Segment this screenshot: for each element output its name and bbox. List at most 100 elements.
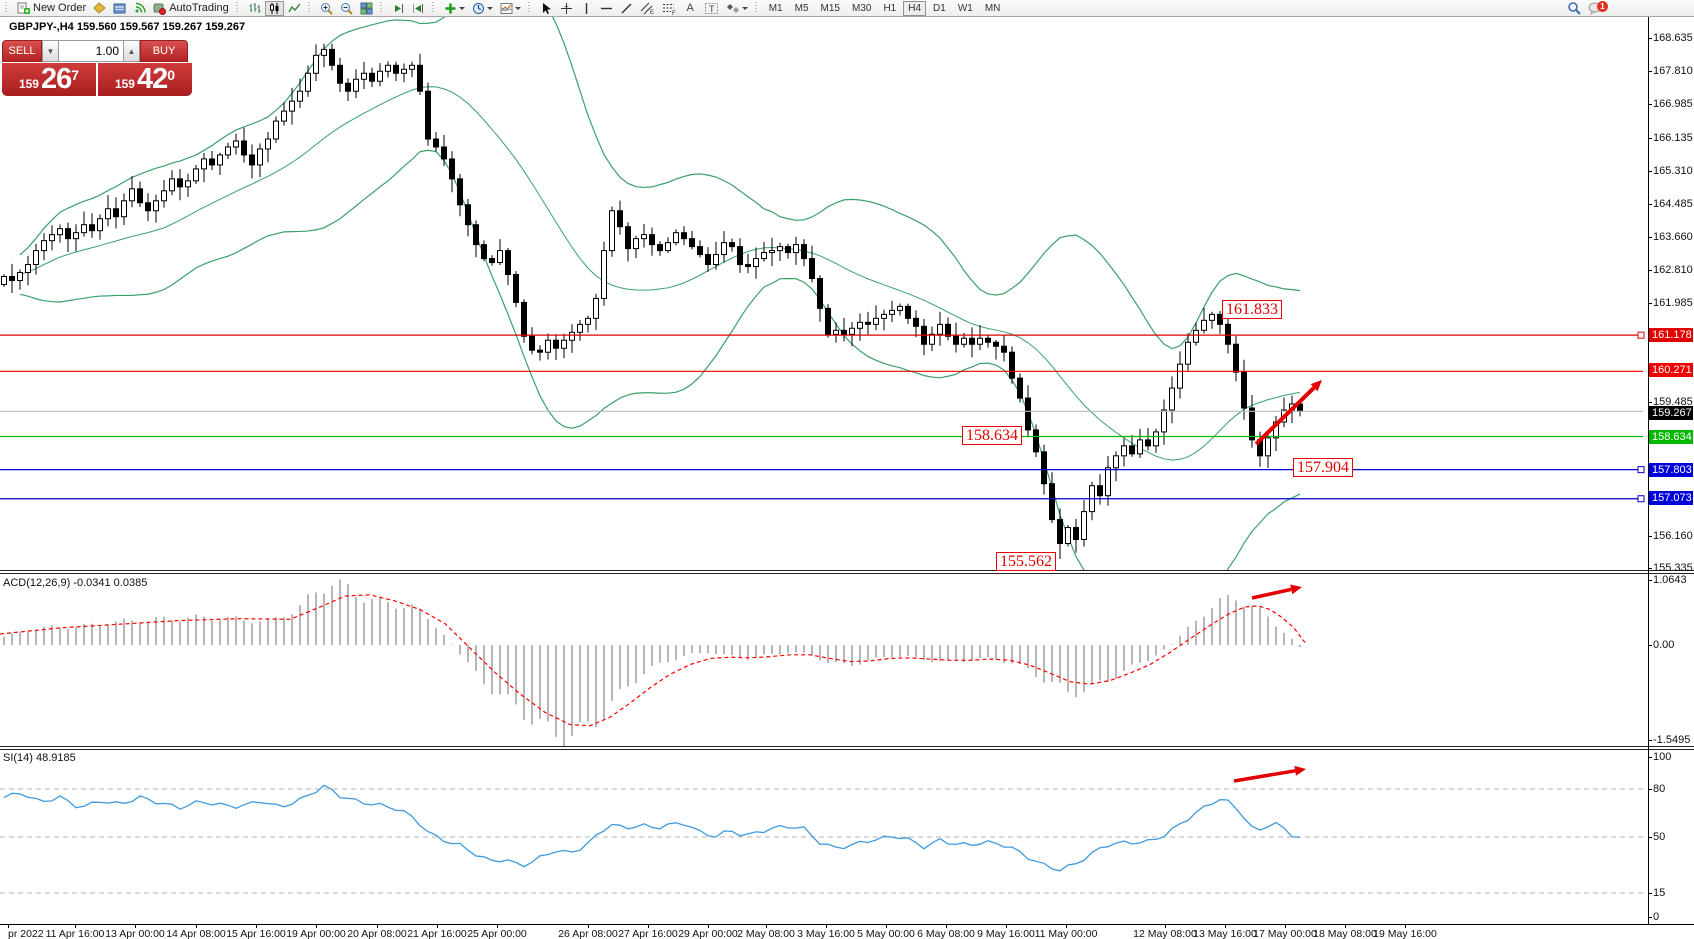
date-label[interactable]: 11 Apr 16:00 — [45, 928, 105, 939]
date-tick — [135, 925, 136, 928]
panel-separator[interactable] — [0, 570, 1694, 574]
timeframe-button-M15[interactable]: M15 — [820, 2, 840, 14]
timeframe-button-M1[interactable]: M1 — [768, 2, 783, 14]
templates-button[interactable] — [497, 1, 524, 16]
toolbar-grip[interactable] — [5, 2, 10, 14]
vertical-line-button[interactable] — [577, 1, 596, 16]
horizontal-line-button[interactable] — [597, 1, 616, 16]
timeframe-button-M30[interactable]: M30 — [851, 2, 872, 14]
axis-tick-label: 166.985 — [1653, 98, 1693, 110]
toolbar-grip[interactable] — [431, 2, 437, 14]
volume-input[interactable]: 1.00 — [59, 40, 123, 62]
date-label[interactable]: 15 Apr 16:00 — [226, 928, 286, 939]
timeframe-button-H4[interactable]: H4 — [903, 0, 927, 16]
toolbar-grip[interactable] — [527, 2, 533, 14]
date-tick — [437, 925, 438, 928]
date-label[interactable]: 20 Apr 08:00 — [347, 928, 407, 939]
date-label[interactable]: 12 May 08:00 — [1133, 928, 1197, 939]
indicators-button[interactable] — [441, 1, 468, 16]
autotrading-button[interactable]: AutoTrading — [150, 1, 232, 16]
main-price-chart[interactable] — [0, 17, 1648, 570]
data-window-button[interactable] — [110, 1, 129, 16]
new-order-button[interactable]: New Order — [14, 1, 89, 16]
price-annotation-158.634[interactable]: 158.634 — [962, 426, 1022, 445]
axis-tick-label: 0 — [1653, 911, 1660, 923]
buy-price-display[interactable]: 159 42 0 — [98, 63, 192, 96]
trendline-button[interactable] — [617, 1, 636, 16]
volume-increase-button[interactable]: ▲ — [123, 40, 140, 62]
panel-separator[interactable] — [0, 746, 1694, 750]
equidistant-channel-button[interactable]: E — [637, 1, 658, 16]
date-label[interactable]: 18 May 08:00 — [1313, 928, 1377, 939]
timeframe-button-W1[interactable]: W1 — [957, 2, 973, 14]
volume-decrease-button[interactable]: ▼ — [42, 40, 59, 62]
axis-tick-label: 155.335 — [1653, 562, 1693, 574]
date-label[interactable]: 17 May 00:00 — [1253, 928, 1317, 939]
date-label[interactable]: 3 May 16:00 — [797, 928, 855, 939]
sell-price-sup: 7 — [71, 67, 80, 83]
trade-prices-row: 159 26 7 159 42 0 — [2, 63, 192, 96]
date-label[interactable]: 29 Apr 00:00 — [678, 928, 738, 939]
macd-panel[interactable] — [0, 574, 1648, 746]
line-anchor-marker[interactable] — [1637, 495, 1645, 503]
date-tick — [708, 925, 709, 928]
zoom-out-button[interactable] — [337, 1, 356, 16]
date-label[interactable]: 13 May 16:00 — [1193, 928, 1257, 939]
text-label-icon: T — [704, 2, 718, 14]
bar-chart-button[interactable] — [245, 1, 264, 16]
buy-button[interactable]: BUY — [140, 40, 188, 62]
date-label[interactable]: 9 May 16:00 — [977, 928, 1035, 939]
sell-button[interactable]: SELL — [2, 40, 42, 62]
line-anchor-marker[interactable] — [1637, 331, 1645, 339]
price-annotation-155.562[interactable]: 155.562 — [996, 552, 1056, 571]
date-label[interactable]: 2 May 08:00 — [737, 928, 795, 939]
timeframe-button-D1[interactable]: D1 — [933, 2, 946, 14]
price-annotation-161.833[interactable]: 161.833 — [1222, 300, 1282, 319]
rsi-panel[interactable] — [0, 750, 1648, 924]
date-label[interactable]: 19 May 16:00 — [1373, 928, 1437, 939]
periods-button[interactable] — [469, 1, 496, 16]
timeframe-button-MN[interactable]: MN — [984, 2, 1001, 14]
date-label[interactable]: 19 Apr 00:00 — [286, 928, 346, 939]
date-label[interactable]: 21 Apr 16:00 — [407, 928, 467, 939]
toolbar-grip[interactable] — [379, 2, 385, 14]
search-button[interactable] — [1564, 1, 1584, 16]
trend-arrow[interactable] — [1233, 769, 1296, 783]
date-label[interactable]: 27 Apr 16:00 — [618, 928, 678, 939]
sell-price-display[interactable]: 159 26 7 — [2, 63, 96, 96]
date-label[interactable]: 11 May 00:00 — [1034, 928, 1098, 939]
date-label[interactable]: 25 Apr 00:00 — [467, 928, 527, 939]
timeframe-button-M5[interactable]: M5 — [794, 2, 809, 14]
arrows-button[interactable] — [723, 1, 751, 16]
timeframe-button-H1[interactable]: H1 — [883, 2, 897, 14]
toolbar-grip[interactable] — [307, 2, 313, 14]
line-anchor-marker[interactable] — [1637, 466, 1645, 474]
line-chart-button[interactable] — [285, 1, 304, 16]
auto-scroll-button[interactable] — [389, 1, 408, 16]
date-axis[interactable]: pr 2022 11 Apr 16:00 13 Apr 00:00 14 Apr 08… — [0, 924, 1694, 939]
price-annotation-157.904[interactable]: 157.904 — [1293, 458, 1353, 477]
toolbar-grip[interactable] — [235, 2, 241, 14]
date-label[interactable]: 14 Apr 08:00 — [166, 928, 226, 939]
signal-button[interactable] — [130, 1, 149, 16]
text-label-button[interactable]: T — [701, 1, 722, 16]
text-button[interactable]: A — [681, 1, 700, 16]
date-label[interactable]: 26 Apr 08:00 — [558, 928, 618, 939]
zoom-in-button[interactable] — [317, 1, 336, 16]
toolbar-grip[interactable] — [754, 2, 760, 14]
date-label[interactable]: 5 May 00:00 — [857, 928, 915, 939]
tile-windows-button[interactable] — [357, 1, 376, 16]
trend-arrow[interactable] — [1251, 587, 1292, 600]
crosshair-button[interactable] — [557, 1, 576, 16]
trend-arrow[interactable] — [1254, 386, 1316, 446]
date-label[interactable]: 13 Apr 00:00 — [105, 928, 165, 939]
fibonacci-button[interactable]: F — [659, 1, 680, 16]
candlestick-chart-button[interactable] — [264, 0, 284, 16]
date-label[interactable]: pr 2022 — [8, 928, 44, 939]
chart-shift-button[interactable] — [409, 1, 428, 16]
notifications-button[interactable]: 1 — [1585, 0, 1608, 16]
cursor-arrow-icon — [542, 2, 551, 14]
styles-button[interactable] — [90, 1, 109, 16]
cursor-button[interactable] — [537, 1, 556, 16]
date-label[interactable]: 6 May 08:00 — [917, 928, 975, 939]
